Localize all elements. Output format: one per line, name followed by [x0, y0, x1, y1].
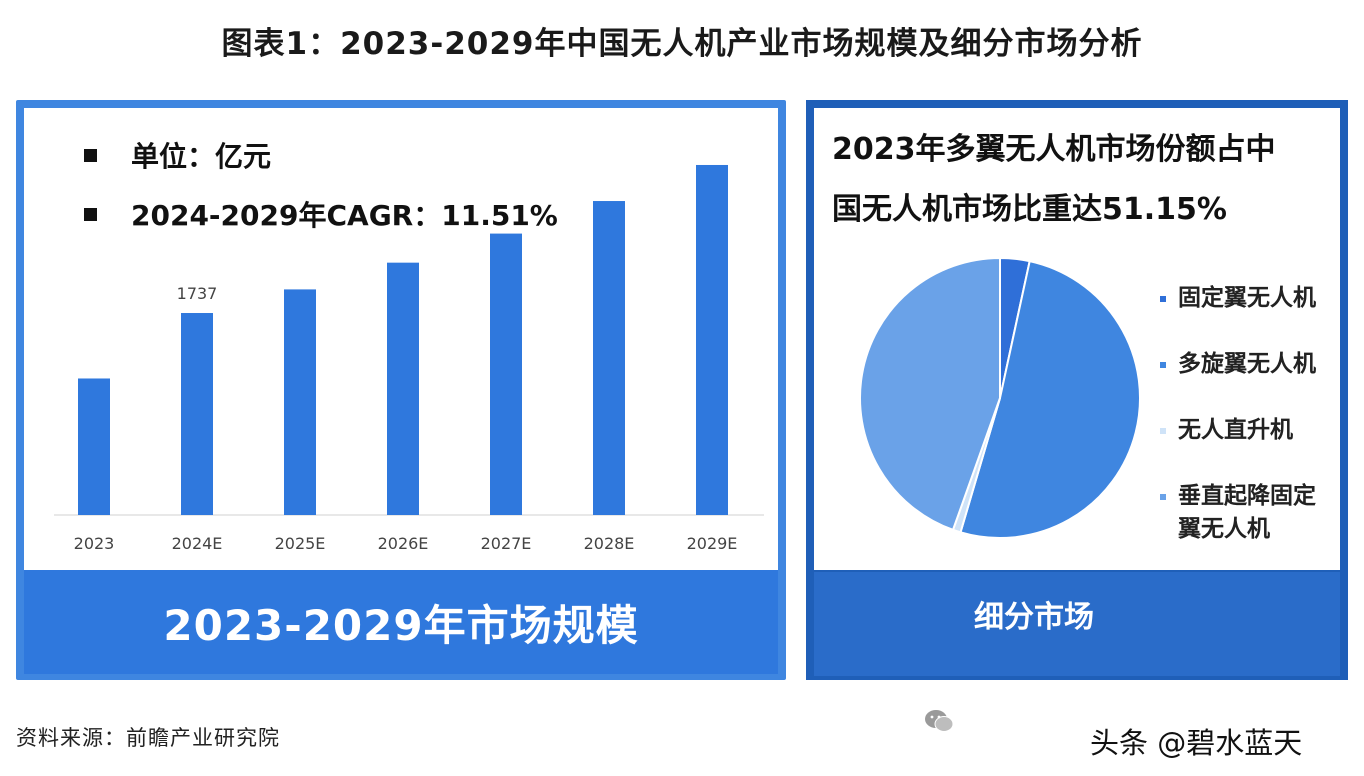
source-note: 资料来源：前瞻产业研究院	[16, 726, 280, 750]
unit-line: 单位：亿元	[84, 135, 271, 175]
x-tick-label: 2024E	[172, 534, 223, 553]
x-tick-label: 2025E	[275, 534, 326, 553]
segment-pie-chart	[859, 256, 1141, 539]
segment-title-line1: 2023年多翼无人机市场份额占中	[832, 132, 1276, 167]
bullet-square-icon	[84, 207, 97, 221]
legend-label: 多旋翼无人机	[1178, 351, 1316, 377]
bar-2023	[78, 378, 110, 515]
legend-item: 垂直起降固定翼无人机	[1160, 480, 1320, 546]
pie-slice-2	[959, 259, 1141, 539]
legend-label: 无人直升机	[1178, 417, 1293, 443]
legend-swatch-icon	[1160, 494, 1166, 500]
legend-swatch-icon	[1160, 362, 1166, 368]
x-tick-label: 2029E	[687, 534, 738, 553]
market-size-footer: 2023-2029年市场规模	[24, 570, 778, 674]
bar-2026E	[387, 262, 419, 515]
segment-title-line2: 国无人机市场比重达51.15%	[832, 192, 1227, 227]
legend-item: 固定翼无人机	[1160, 282, 1320, 315]
legend-item: 无人直升机	[1160, 414, 1320, 447]
watermark-text: 头条 @碧水蓝天	[1090, 726, 1303, 760]
legend-item: 多旋翼无人机	[1160, 348, 1320, 381]
segment-title: 2023年多翼无人机市场份额占中 国无人机市场比重达51.15%	[832, 120, 1332, 240]
data-label: 1737	[177, 284, 218, 303]
bar-2028E	[593, 201, 625, 515]
segment-footer-label: 细分市场	[974, 600, 1094, 635]
segment-footer: 细分市场	[814, 572, 1340, 676]
x-tick-label: 2027E	[481, 534, 532, 553]
cagr-line: 2024-2029年CAGR：11.51%	[84, 194, 558, 234]
bar-2024E	[181, 313, 213, 515]
x-tick-label: 2023	[74, 534, 115, 553]
pie-slice-4	[859, 256, 1001, 532]
unit-label: 单位：亿元	[131, 140, 272, 173]
legend-label: 固定翼无人机	[1178, 285, 1316, 311]
bar-2027E	[490, 233, 522, 515]
legend-label: 垂直起降固定翼无人机	[1178, 483, 1316, 542]
bullet-square-icon	[84, 148, 97, 162]
wechat-icon	[925, 710, 954, 732]
bar-2029E	[696, 164, 728, 516]
cagr-label: 2024-2029年CAGR：11.51%	[131, 199, 558, 232]
x-tick-label: 2026E	[378, 534, 429, 553]
legend-swatch-icon	[1160, 296, 1166, 302]
bar-2025E	[284, 289, 316, 515]
chart-title: 图表1：2023-2029年中国无人机产业市场规模及细分市场分析	[221, 26, 1143, 62]
market-size-bar-chart: 2023 2024E 1737 2025E 2026E 2027E 2028E 2029E	[54, 164, 764, 553]
x-tick-label: 2028E	[584, 534, 635, 553]
legend-swatch-icon	[1160, 428, 1166, 434]
watermark-band	[955, 686, 1364, 776]
